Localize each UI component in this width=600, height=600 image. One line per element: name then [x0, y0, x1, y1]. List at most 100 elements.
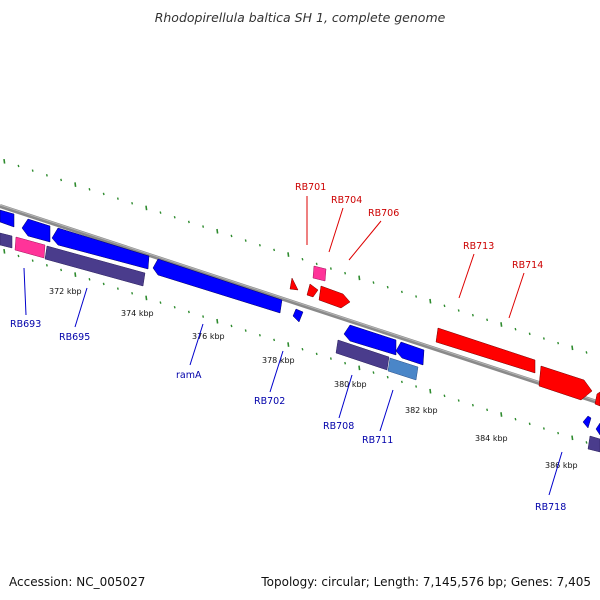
- strand-dot: [386, 375, 389, 379]
- strand-dot: [329, 267, 332, 270]
- strand-dot: [45, 264, 48, 267]
- strand-dot: [315, 262, 318, 266]
- gene-band-light[interactable]: [387, 357, 419, 381]
- strand-dot: [173, 215, 176, 219]
- genome-summary-text: Topology: circular; Length: 7,145,576 bp…: [260, 575, 591, 589]
- tick-label: 378 kbp: [262, 356, 295, 365]
- strand-dot: [542, 337, 545, 340]
- gene-arrow[interactable]: [538, 365, 593, 401]
- strand-dot: [372, 371, 375, 374]
- tick-label: 386 kbp: [545, 461, 578, 470]
- strand-dot: [173, 305, 176, 309]
- strand-dot: [471, 313, 474, 317]
- gene-arrow[interactable]: [289, 277, 299, 291]
- strand-dot: [258, 243, 261, 247]
- gene-arrow[interactable]: [306, 283, 319, 298]
- gene-label-forward[interactable]: RB704: [331, 195, 362, 206]
- gene-arrow[interactable]: [152, 258, 283, 314]
- strand-dot: [3, 248, 6, 254]
- reverse-genes: [0, 209, 600, 453]
- strand-dot: [102, 282, 105, 286]
- gene-label-forward[interactable]: RB714: [512, 260, 543, 271]
- strand-dot: [244, 239, 247, 242]
- gene-band[interactable]: [587, 435, 600, 453]
- strand-dot: [258, 333, 261, 337]
- tick-label: 372 kbp: [49, 287, 82, 296]
- strand-dot: [329, 357, 332, 360]
- gene-arrow[interactable]: [435, 327, 536, 374]
- tick-label: 376 kbp: [192, 332, 225, 341]
- gene-arrow[interactable]: [318, 285, 351, 309]
- gene-band[interactable]: [44, 245, 146, 287]
- strand-dot: [216, 318, 219, 324]
- gene-label-reverse[interactable]: ramA: [176, 370, 202, 381]
- strand-dot: [486, 408, 489, 412]
- strand-dot: [358, 275, 361, 281]
- gene-arrow[interactable]: [395, 341, 425, 366]
- strand-dot: [60, 178, 63, 182]
- gene-band[interactable]: [0, 232, 13, 249]
- rna-band[interactable]: [312, 265, 327, 282]
- gene-arrow[interactable]: [292, 308, 304, 323]
- gene-label-reverse[interactable]: RB718: [535, 502, 566, 513]
- strand-dot: [216, 228, 219, 234]
- strand-dot: [344, 361, 347, 365]
- strand-dot: [386, 285, 389, 289]
- label-leader: [348, 220, 382, 261]
- gene-label-reverse[interactable]: RB711: [362, 435, 393, 446]
- gene-label-reverse[interactable]: RB708: [323, 421, 354, 432]
- gene-arrow[interactable]: [595, 422, 600, 436]
- strand-dot: [486, 318, 489, 322]
- strand-dot: [500, 412, 503, 417]
- strand-dot: [457, 309, 460, 312]
- gene-arrow[interactable]: [51, 227, 150, 270]
- strand-dot: [131, 201, 134, 205]
- label-leader: [189, 323, 204, 366]
- strand-dot: [443, 304, 446, 308]
- strand-dot: [60, 268, 63, 272]
- label-leader: [74, 287, 88, 328]
- label-leader: [548, 451, 563, 496]
- strand-dot: [287, 252, 290, 257]
- strand-dot: [17, 164, 20, 168]
- gene-label-forward[interactable]: RB701: [295, 182, 326, 193]
- strand-dot: [315, 352, 318, 356]
- label-leader: [508, 272, 525, 319]
- gene-band[interactable]: [335, 339, 390, 371]
- gene-arrow[interactable]: [21, 218, 51, 243]
- strand-dot: [102, 192, 105, 196]
- strand-dot: [116, 197, 119, 200]
- rna-band[interactable]: [14, 236, 46, 259]
- strand-dot: [301, 257, 304, 261]
- strand-dot: [358, 365, 361, 371]
- strand-dot: [273, 248, 276, 252]
- tick-labels: 372 kbp 374 kbp 376 kbp 378 kbp 380 kbp …: [49, 287, 578, 470]
- gene-label-reverse[interactable]: RB693: [10, 319, 41, 330]
- gene-label-reverse[interactable]: RB702: [254, 396, 285, 407]
- gene-arrow[interactable]: [0, 209, 15, 228]
- strand-dot: [145, 295, 148, 301]
- tick-label: 382 kbp: [405, 406, 438, 415]
- strand-dot: [31, 259, 34, 262]
- gene-label-forward[interactable]: RB713: [463, 241, 494, 252]
- label-leader: [379, 389, 394, 432]
- strand-dot: [528, 332, 531, 336]
- gene-arrow[interactable]: [343, 324, 397, 356]
- tick-label: 384 kbp: [475, 434, 508, 443]
- strand-dot: [585, 441, 588, 444]
- genome-backbone: [0, 204, 600, 405]
- strand-dot: [273, 338, 276, 342]
- gene-arrow[interactable]: [594, 391, 600, 407]
- strand-dot: [301, 347, 304, 351]
- strand-dot: [557, 341, 560, 345]
- gene-label-forward[interactable]: RB706: [368, 208, 399, 219]
- strand-dot: [571, 345, 574, 351]
- strand-dot: [514, 327, 517, 331]
- strand-dot: [542, 427, 545, 430]
- gene-arrow[interactable]: [582, 415, 592, 429]
- strand-dot: [557, 431, 560, 435]
- strand-dot: [159, 211, 162, 214]
- gene-label-reverse[interactable]: RB695: [59, 332, 90, 343]
- strand-dot: [471, 403, 474, 407]
- forward-genes: [289, 265, 600, 407]
